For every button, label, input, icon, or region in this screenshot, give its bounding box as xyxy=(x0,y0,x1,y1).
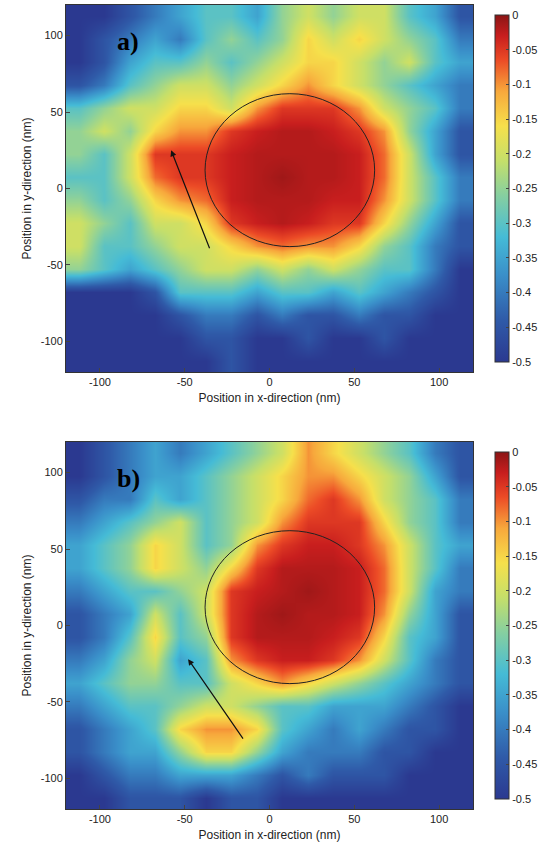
svg-text:-0.1: -0.1 xyxy=(512,78,531,90)
svg-text:-0.05: -0.05 xyxy=(512,481,537,493)
svg-text:100: 100 xyxy=(44,29,62,41)
svg-text:100: 100 xyxy=(430,376,448,388)
svg-text:-0.2: -0.2 xyxy=(512,148,531,160)
svg-text:Position in y-direction (nm): Position in y-direction (nm) xyxy=(20,554,34,696)
svg-text:-0.25: -0.25 xyxy=(512,619,537,631)
svg-text:-100: -100 xyxy=(89,813,111,825)
svg-text:-0.45: -0.45 xyxy=(512,321,537,333)
svg-text:-0.5: -0.5 xyxy=(512,356,531,368)
svg-text:-0.1: -0.1 xyxy=(512,515,531,527)
svg-text:0: 0 xyxy=(266,813,272,825)
svg-text:-0.3: -0.3 xyxy=(512,217,531,229)
svg-text:Position in x-direction (nm): Position in x-direction (nm) xyxy=(198,828,340,842)
svg-text:-100: -100 xyxy=(41,772,63,784)
svg-text:-0.15: -0.15 xyxy=(512,550,537,562)
svg-text:50: 50 xyxy=(348,376,360,388)
svg-text:-0.4: -0.4 xyxy=(512,723,531,735)
svg-text:-0.25: -0.25 xyxy=(512,182,537,194)
svg-text:100: 100 xyxy=(44,466,62,478)
svg-text:0: 0 xyxy=(57,182,63,194)
svg-text:Position in y-direction (nm): Position in y-direction (nm) xyxy=(20,117,34,259)
svg-text:-0.35: -0.35 xyxy=(512,252,537,264)
svg-text:0: 0 xyxy=(266,376,272,388)
svg-text:-0.05: -0.05 xyxy=(512,44,537,56)
svg-text:50: 50 xyxy=(51,106,63,118)
svg-text:0: 0 xyxy=(512,446,518,458)
svg-text:-0.5: -0.5 xyxy=(512,793,531,805)
svg-text:Position in x-direction (nm): Position in x-direction (nm) xyxy=(198,391,340,405)
svg-text:-100: -100 xyxy=(41,335,63,347)
svg-text:100: 100 xyxy=(430,813,448,825)
svg-text:-50: -50 xyxy=(47,259,63,271)
svg-text:-0.2: -0.2 xyxy=(512,585,531,597)
svg-text:0: 0 xyxy=(57,619,63,631)
svg-text:50: 50 xyxy=(51,543,63,555)
svg-text:0: 0 xyxy=(512,9,518,21)
svg-text:-50: -50 xyxy=(177,376,193,388)
svg-text:a): a) xyxy=(117,27,139,56)
svg-text:-50: -50 xyxy=(47,696,63,708)
svg-text:b): b) xyxy=(117,464,140,493)
svg-text:50: 50 xyxy=(348,813,360,825)
svg-text:-0.4: -0.4 xyxy=(512,286,531,298)
svg-text:-0.45: -0.45 xyxy=(512,758,537,770)
svg-text:-50: -50 xyxy=(177,813,193,825)
svg-text:-0.3: -0.3 xyxy=(512,654,531,666)
svg-text:-100: -100 xyxy=(89,376,111,388)
svg-text:-0.15: -0.15 xyxy=(512,113,537,125)
svg-text:-0.35: -0.35 xyxy=(512,689,537,701)
